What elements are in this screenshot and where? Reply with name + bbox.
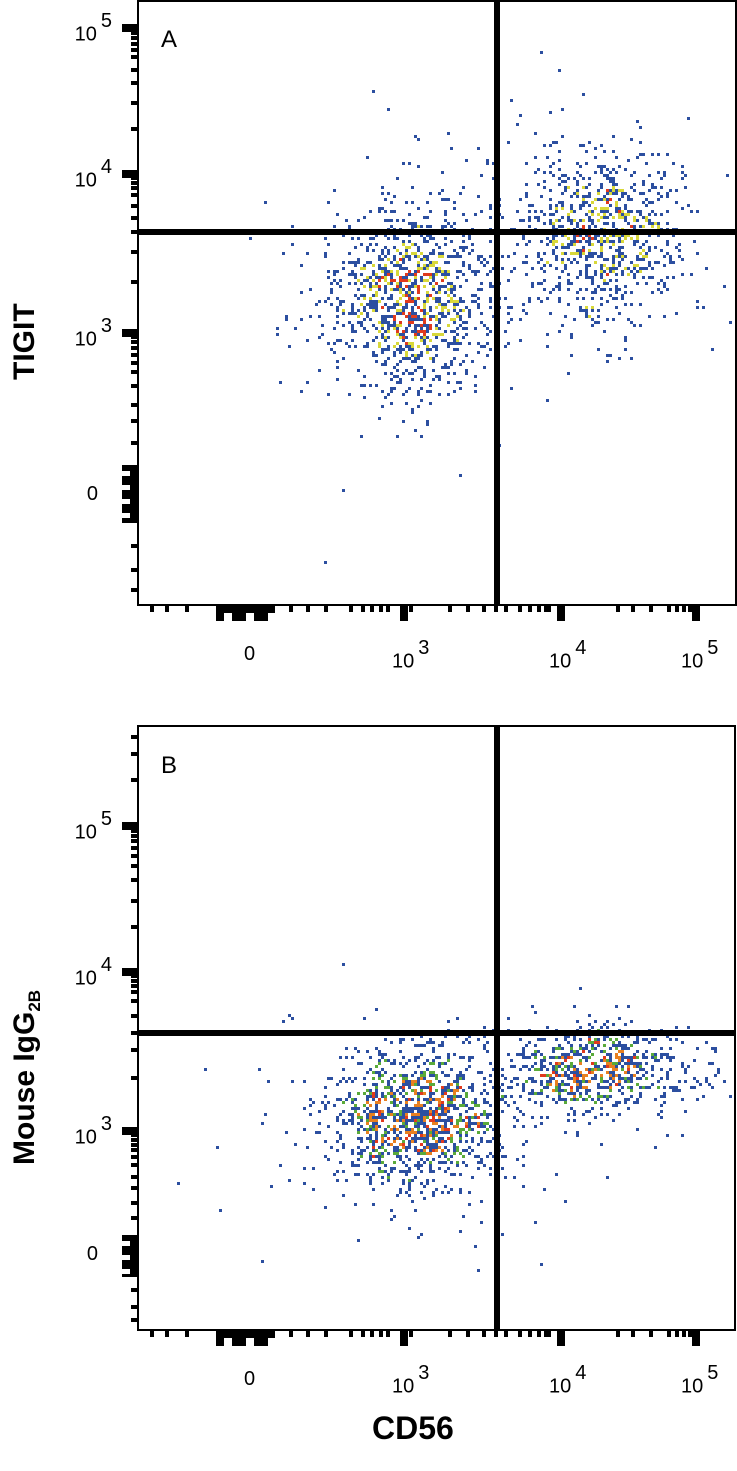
- y-tick-label: 105: [74, 10, 112, 46]
- y-axis-ticks: [122, 24, 138, 592]
- event-dots: [249, 51, 732, 564]
- x-tick-label: 0: [244, 643, 256, 665]
- plot-frame: [137, 0, 737, 606]
- y-tick-label: 0: [86, 1243, 98, 1265]
- y-tick-label: 103: [74, 315, 112, 351]
- quadrant-gate-horizontal: [138, 229, 736, 235]
- panel-a-dotplot: [122, 0, 737, 621]
- x-tick-label: 105: [681, 637, 719, 673]
- panel-a-letter: A: [161, 26, 178, 53]
- x-axis-title: CD56: [372, 1410, 454, 1446]
- x-tick-label: 103: [392, 637, 430, 673]
- y-tick-label: 0: [86, 483, 98, 505]
- x-axis-ticks: [150, 605, 700, 621]
- x-tick-label: 0: [244, 1368, 256, 1390]
- x-tick-label: 105: [681, 1362, 719, 1398]
- event-dots: [177, 963, 732, 1272]
- y-tick-label: 104: [74, 156, 112, 192]
- quadrant-gate-vertical: [494, 726, 500, 1330]
- quadrant-gate-horizontal: [138, 1030, 735, 1036]
- y-tick-label: 105: [74, 808, 112, 844]
- quadrant-gate-vertical: [494, 1, 500, 605]
- x-tick-label: 104: [549, 1362, 587, 1398]
- y-tick-label: 104: [74, 954, 112, 990]
- x-tick-label: 103: [392, 1362, 430, 1398]
- x-tick-label: 104: [549, 637, 587, 673]
- x-axis-ticks: [150, 1330, 700, 1346]
- y-tick-label: 103: [74, 1113, 112, 1149]
- y-axis-ticks: [122, 735, 138, 1322]
- plot-frame: [137, 725, 736, 1331]
- panel-b-letter: B: [161, 752, 178, 779]
